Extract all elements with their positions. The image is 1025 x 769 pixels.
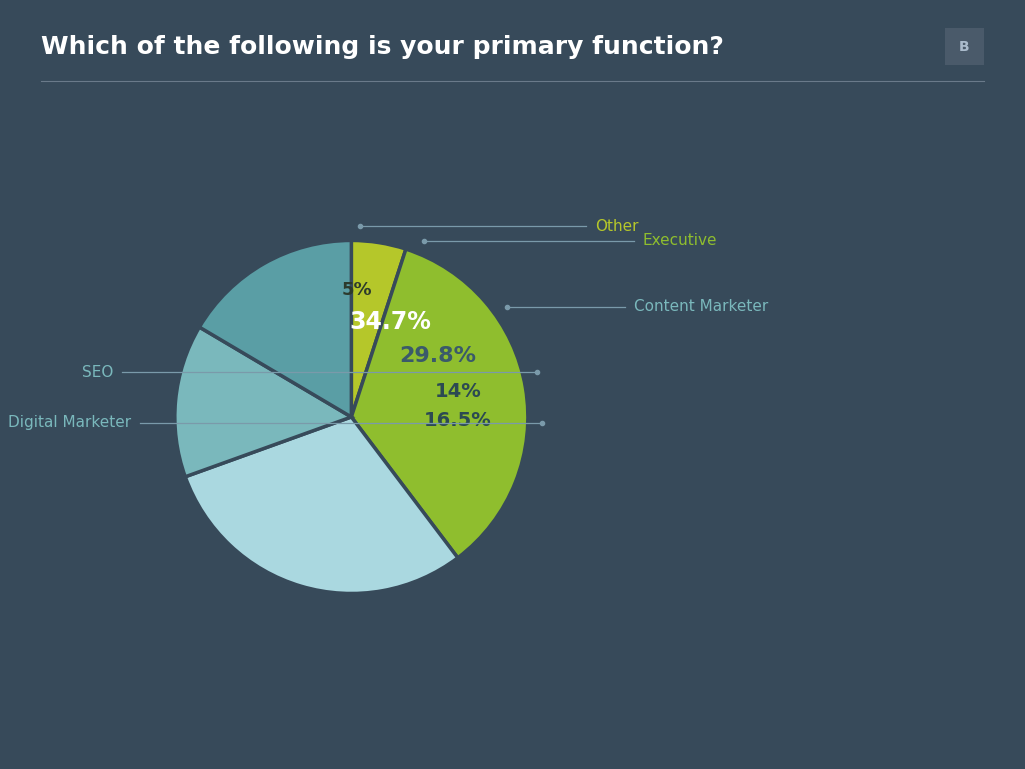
Text: 5%: 5%: [341, 281, 372, 299]
Text: Executive: Executive: [643, 233, 717, 248]
Text: Digital Marketer: Digital Marketer: [7, 415, 131, 431]
Text: B: B: [959, 40, 970, 54]
Wedge shape: [186, 417, 458, 594]
Wedge shape: [352, 249, 528, 558]
Text: 16.5%: 16.5%: [423, 411, 491, 430]
Wedge shape: [200, 241, 352, 417]
Wedge shape: [175, 327, 352, 477]
Text: 29.8%: 29.8%: [399, 345, 477, 365]
Text: 14%: 14%: [435, 382, 481, 401]
Text: 34.7%: 34.7%: [350, 310, 432, 335]
Text: Other: Other: [594, 219, 639, 234]
Text: Which of the following is your primary function?: Which of the following is your primary f…: [41, 35, 724, 58]
Wedge shape: [352, 241, 406, 417]
Text: SEO: SEO: [82, 365, 113, 380]
Text: Content Marketer: Content Marketer: [633, 299, 768, 314]
